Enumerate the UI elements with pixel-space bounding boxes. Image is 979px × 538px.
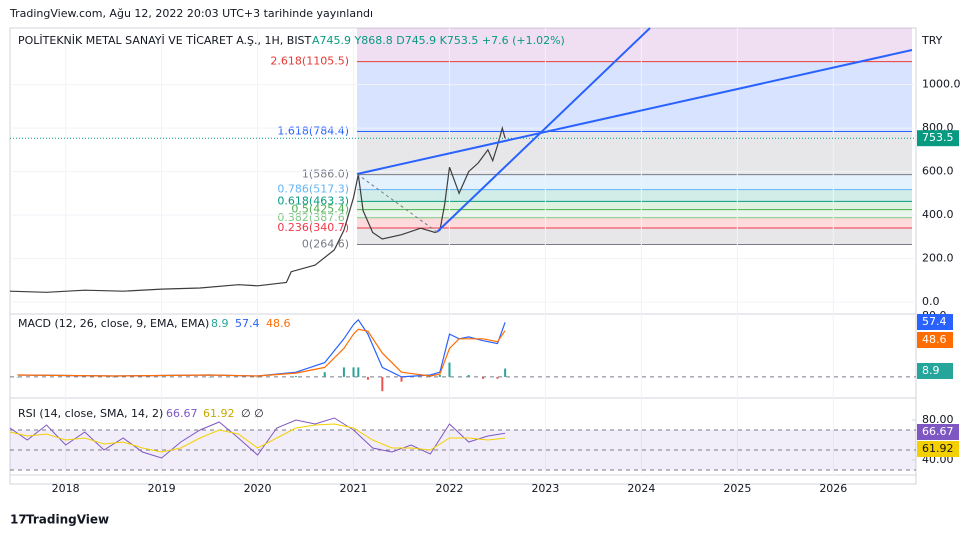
fib-label: 1(586.0) — [302, 168, 349, 181]
x-tick-label: 2022 — [435, 482, 463, 495]
fib-label: 0.618(463.3) — [277, 194, 349, 207]
macd-histogram — [504, 368, 507, 377]
x-tick-label: 2024 — [627, 482, 655, 495]
trend-dash — [356, 173, 438, 233]
x-tick-label: 2021 — [340, 482, 368, 495]
fib-band — [357, 61, 912, 132]
macd-value-box — [917, 332, 953, 348]
x-tick-label: 2026 — [819, 482, 847, 495]
macd-value-label: 48.6 — [922, 333, 947, 346]
macd-histogram — [208, 376, 211, 378]
macd-histogram — [438, 375, 441, 377]
x-tick-label: 2023 — [531, 482, 559, 495]
macd-histogram — [381, 376, 384, 392]
macd-histogram — [357, 367, 360, 377]
rsi-value-label: 61.92 — [922, 442, 954, 455]
chart-frame — [9, 27, 917, 485]
rsi-value-label: 66.67 — [922, 425, 954, 438]
macd-histogram — [467, 375, 470, 377]
fib-label: 0.786(517.3) — [277, 183, 349, 196]
x-tick-label: 2025 — [723, 482, 751, 495]
fib-band — [357, 174, 912, 190]
header: TradingView.com, Ağu 12, 2022 20:03 UTC+… — [9, 7, 373, 20]
trend-line — [356, 49, 913, 175]
y-tick-label: 200.0 — [922, 252, 954, 265]
macd-value-label: 57.4 — [922, 315, 947, 328]
chart-title: POLİTEKNİK METAL SANAYİ VE TİCARET A.Ş.,… — [18, 34, 312, 47]
x-tick-label: 2018 — [52, 482, 80, 495]
fib-band — [357, 201, 912, 210]
rsi-sma-line — [9, 423, 506, 453]
rsi-legend-value: 61.92 — [203, 407, 235, 420]
macd-histogram — [400, 376, 403, 382]
fib-label: 2.618(1105.5) — [270, 55, 349, 68]
x-tick-label: 2019 — [148, 482, 176, 495]
fib-label: 0.5(425.4) — [291, 203, 349, 216]
fib-label: 1.618(784.4) — [277, 124, 349, 137]
y-tick-label: 600.0 — [922, 165, 954, 178]
ohlc: A745.9 Y868.8 D745.9 K753.5 +7.6 (+1.02%… — [312, 34, 565, 47]
macd-histogram — [323, 372, 326, 377]
fib-label: 0(264.6) — [302, 238, 349, 251]
rsi-legend: RSI (14, close, SMA, 14, 2) — [18, 407, 163, 420]
macd-histogram — [366, 376, 369, 380]
macd-histogram — [482, 376, 485, 379]
macd-histogram — [256, 376, 259, 378]
rsi-value-box — [917, 424, 959, 440]
x-tick-label: 2020 — [244, 482, 272, 495]
macd-legend: MACD (12, 26, close, 9, EMA, EMA) — [18, 317, 209, 330]
macd-histogram — [16, 376, 19, 378]
macd-histogram — [294, 375, 297, 377]
fib-band — [357, 228, 912, 245]
fib-band — [357, 189, 912, 202]
currency: TRY — [921, 34, 943, 47]
macd-histogram — [112, 376, 115, 378]
y-tick-label: 80.00 — [922, 413, 954, 426]
macd-histogram — [458, 376, 461, 378]
macd-legend-value: 57.4 — [235, 317, 260, 330]
rsi-legend-extra: ∅ ∅ — [241, 407, 264, 420]
logo-icon: 17 — [10, 513, 27, 527]
macd-histogram — [342, 367, 345, 377]
last-price-box — [917, 130, 959, 147]
signal-line — [17, 328, 506, 377]
last-price-label: 753.5 — [922, 131, 954, 144]
footer-logo: TradingView — [26, 513, 109, 527]
macd-histogram — [496, 376, 499, 379]
trend-line — [436, 27, 651, 233]
macd-histogram — [352, 367, 355, 377]
rsi-value-box — [917, 441, 959, 457]
macd-legend-value: 8.9 — [211, 317, 229, 330]
fib-band — [357, 217, 912, 229]
macd-legend-value: 48.6 — [266, 317, 291, 330]
fib-label: 0.236(340.7) — [277, 221, 349, 234]
price-line — [9, 125, 506, 293]
macd-histogram — [448, 362, 451, 377]
y-tick-label: 0.0 — [922, 295, 940, 308]
rsi-line — [9, 417, 506, 459]
y-tick-label: 400.0 — [922, 208, 954, 221]
macd-pane: 80.057.457.448.648.68.98.9 — [10, 309, 953, 392]
fib-band — [357, 209, 912, 218]
rsi-legend-value: 66.67 — [166, 407, 198, 420]
macd-value-label: 8.9 — [922, 364, 940, 377]
y-tick-label: 1000.0 — [922, 78, 961, 91]
macd-value-box — [917, 314, 953, 330]
fib-label: 0.382(387.6) — [277, 211, 349, 224]
price-pane: 2018 2019 2020 2021 2022 2023 2024 2025 2026 0.0 2… — [9, 28, 961, 495]
macd-value-box — [917, 363, 953, 379]
